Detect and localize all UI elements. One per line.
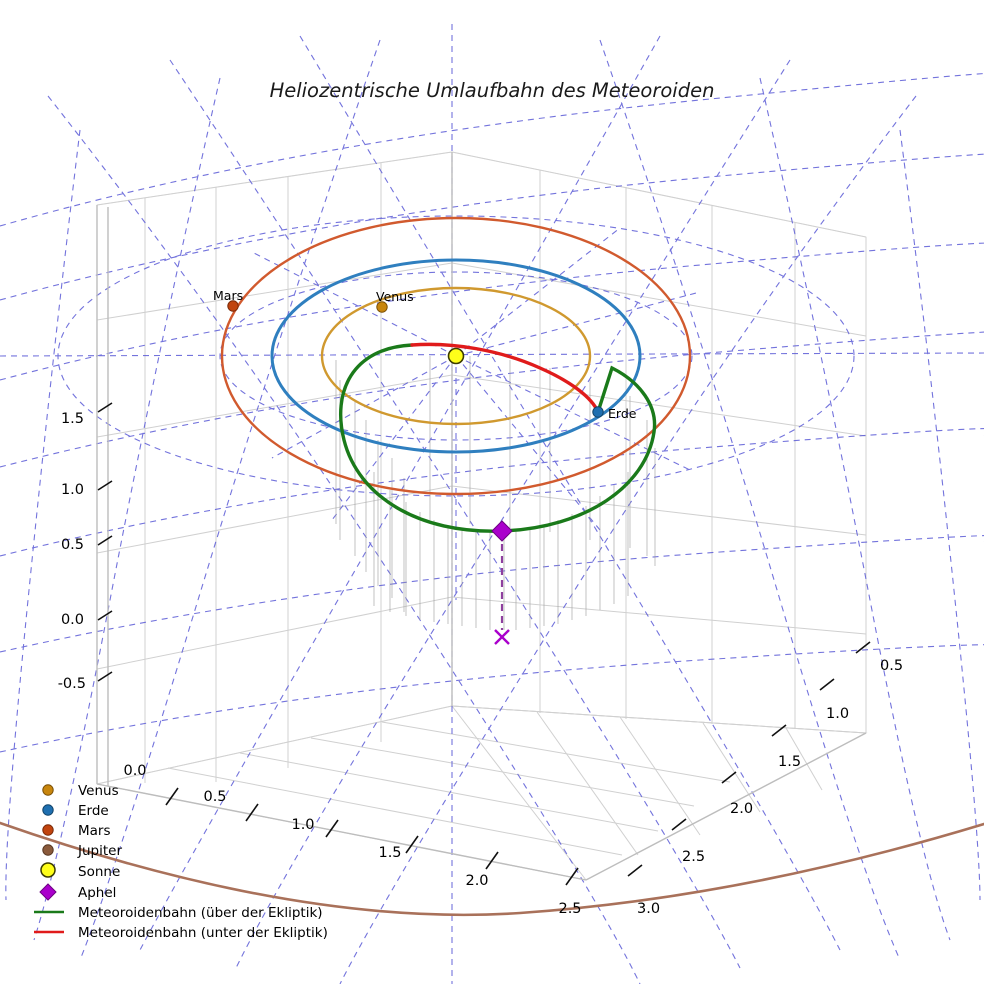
legend-label-meteoroid-below: Meteoroidenbahn (unter der Ekliptik)	[78, 925, 328, 941]
orbit-erde	[270, 258, 642, 454]
orbit-venus	[320, 286, 592, 426]
y-tick-label: 1.0	[826, 706, 849, 722]
y-tick-label: 2.5	[682, 849, 705, 865]
sun-marker	[447, 347, 465, 365]
legend-marker-aphel	[39, 883, 57, 901]
z-tick-label: 1.0	[61, 482, 84, 498]
aphel-marker	[491, 520, 513, 542]
marker-venus	[376, 301, 388, 313]
x-tick-label: 0.5	[203, 789, 226, 805]
x-tick-label: 1.0	[291, 817, 314, 833]
x-tick-label: 2.0	[465, 873, 488, 889]
z-tick-label: 0.0	[61, 612, 84, 628]
y-axis-ticks: 0.5 1.0 1.5 2.0 2.5 3.0	[627, 641, 903, 917]
aphel-foot-marker	[494, 629, 510, 645]
legend-label-erde: Erde	[78, 803, 109, 819]
legend-marker-venus	[42, 784, 54, 796]
marker-erde	[592, 406, 604, 418]
legend-marker-sonne	[40, 862, 56, 878]
z-tick-label: 0.5	[61, 537, 84, 553]
legend: Venus Erde Mars Jupiter Sonne Aphel Mete…	[34, 783, 328, 941]
legend-marker-jupiter	[42, 844, 54, 856]
legend-label-aphel: Aphel	[78, 885, 116, 901]
marker-mars	[227, 300, 239, 312]
legend-label-jupiter: Jupiter	[77, 843, 122, 859]
orbit-meteoroid-below	[410, 342, 600, 414]
legend-marker-erde	[42, 804, 54, 816]
legend-marker-mars	[42, 824, 54, 836]
orbit-mars	[220, 216, 692, 496]
legend-label-meteoroid-above: Meteoroidenbahn (über der Ekliptik)	[78, 905, 323, 921]
axes-panes	[96, 151, 868, 881]
label-venus: Venus	[376, 289, 414, 304]
z-tick-label: 1.5	[61, 411, 84, 427]
x-tick-label: 0.0	[123, 763, 146, 779]
legend-label-venus: Venus	[78, 783, 119, 799]
y-tick-label: 0.5	[880, 658, 903, 674]
x-tick-label: 2.5	[558, 901, 581, 917]
z-axis-ticks: 1.5 1.0 0.5 0.0 -0.5	[58, 402, 113, 692]
legend-label-sonne: Sonne	[78, 864, 120, 880]
y-tick-label: 3.0	[637, 901, 660, 917]
legend-label-mars: Mars	[78, 823, 111, 839]
x-tick-label: 1.5	[378, 845, 401, 861]
label-erde: Erde	[608, 406, 637, 421]
label-mars: Mars	[213, 288, 243, 303]
x-axis-ticks: 0.0 0.5 1.0 1.5 2.0 2.5	[123, 763, 581, 917]
z-tick-label: -0.5	[58, 676, 86, 692]
orbit-jupiter	[0, 821, 984, 917]
y-tick-label: 2.0	[730, 801, 753, 817]
y-tick-label: 1.5	[778, 754, 801, 770]
page-title: Heliozentrische Umlaufbahn des Meteoroid…	[270, 79, 715, 102]
axis-lines	[96, 152, 867, 881]
